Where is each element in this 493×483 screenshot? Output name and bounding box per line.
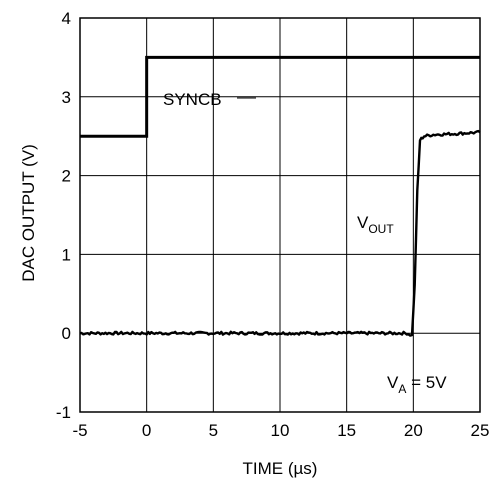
y-tick-labels: -1 0 1 2 3 4 — [56, 9, 71, 422]
series-group — [79, 55, 481, 337]
va-label-main: V — [387, 373, 399, 392]
series-line-syncb — [80, 55, 480, 138]
y-tick-label: 2 — [62, 167, 71, 186]
vout-label: VOUT — [357, 213, 394, 236]
x-tick-label: 0 — [142, 421, 151, 440]
series-line-vout — [79, 129, 481, 337]
va-label: VA = 5V — [387, 373, 447, 396]
x-axis-title: TIME (µs) — [243, 459, 318, 478]
va-label-sub: A — [398, 382, 406, 396]
x-tick-label: -5 — [72, 421, 87, 440]
y-axis-title: DAC OUTPUT (V) — [19, 144, 38, 282]
grid — [80, 18, 480, 412]
vout-label-sub: OUT — [368, 222, 394, 236]
y-tick-label: 0 — [62, 324, 71, 343]
x-tick-label: 25 — [471, 421, 490, 440]
y-tick-label: -1 — [56, 403, 71, 422]
x-tick-label: 15 — [337, 421, 356, 440]
vout-label-main: V — [357, 213, 369, 232]
y-tick-label: 1 — [62, 245, 71, 264]
y-tick-label: 3 — [62, 88, 71, 107]
x-tick-label: 10 — [271, 421, 290, 440]
y-tick-label: 4 — [62, 9, 71, 28]
x-tick-labels: -5 0 5 10 15 20 25 — [72, 421, 489, 440]
plot-frame — [79, 17, 481, 413]
x-tick-label: 20 — [404, 421, 423, 440]
syncb-label: SYNCB — [163, 90, 222, 109]
x-tick-label: 5 — [209, 421, 218, 440]
va-label-rest: = 5V — [406, 373, 447, 392]
